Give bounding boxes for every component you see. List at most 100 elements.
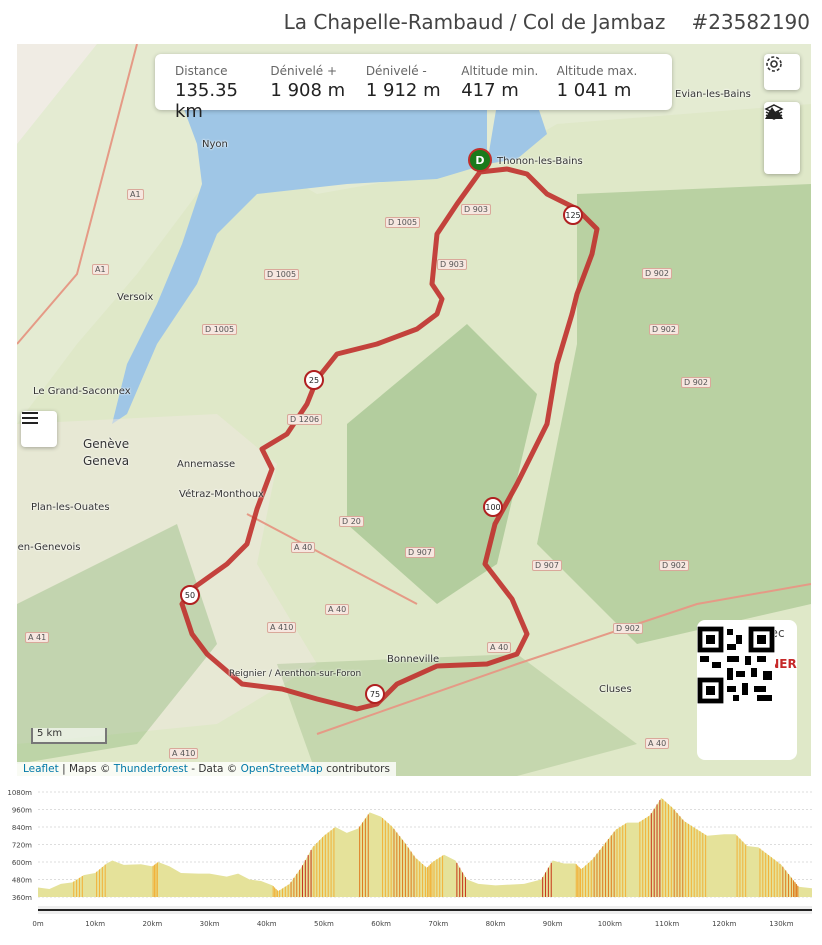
road-label: A1 [127,189,144,200]
x-tick-label: 30km [200,920,220,928]
qr-code [697,626,775,704]
km-marker: 100 [483,497,503,517]
stat-value: 417 m [461,80,519,101]
x-tick-label: 110km [655,920,679,928]
stat-value: 135.35 km [175,80,238,122]
y-tick-label: 600m [12,859,32,867]
attribution-text: contributors [326,763,390,775]
stat-altitude-max: Altitude max. 1 041 m [557,64,652,110]
y-tick-label: 480m [12,877,32,885]
place-label: Vétraz-Monthoux [179,489,264,500]
road-label: D 907 [532,560,562,571]
route-stats-panel: Distance 135.35 km Dénivelé + 1 908 m Déni… [155,54,672,122]
elevation-profile[interactable]: 360m 480m 600m 720m 840m 960m 1080m 0m 10km 20km 3… [0,782,822,945]
place-label: Annemasse [177,459,236,470]
place-label: Cluses [599,684,632,695]
km-marker: 75 [365,684,385,704]
road-label: D 907 [405,547,435,558]
x-tick-label: 100km [598,920,622,928]
x-tick-label: 40km [257,920,277,928]
place-label: Plan-les-Ouates [31,502,110,513]
road-label: D 903 [437,259,467,270]
road-label: D 902 [613,623,643,634]
stat-label: Altitude max. [556,64,638,78]
route-title: La Chapelle-Rambaud / Col de Jambaz [283,10,666,34]
road-label: D 1005 [202,324,238,335]
x-tick-label: 90km [543,920,563,928]
stat-altitude-min: Altitude min. 417 m [461,64,556,110]
y-tick-label: 960m [12,807,32,815]
x-tick-label: 50km [314,920,334,928]
km-marker: 50 [180,585,200,605]
place-label: Le Grand-Saconnex [33,386,131,397]
x-tick-label: 130km [769,920,793,928]
header: La Chapelle-Rambaud / Col de Jambaz #235… [0,10,810,40]
stat-value: 1 041 m [556,80,632,101]
road-label: D 1005 [385,217,421,228]
road-label: A1 [92,264,109,275]
x-tick-label: 10km [85,920,105,928]
map-background [17,44,811,776]
map-attribution: Leaflet | Maps © Thunderforest - Data © … [17,762,396,776]
road-label: D 902 [649,324,679,335]
mountain-icon[interactable] [764,102,784,122]
road-label: D 902 [681,377,711,388]
osm-link[interactable]: OpenStreetMap [240,763,323,775]
route-id: #23582190 [691,10,810,34]
y-tick-label: 720m [12,842,32,850]
stat-value: 1 912 m [365,80,441,101]
place-label: Thonon-les-Bains [497,156,583,167]
openrunner-badge[interactable]: Réalisé avec ◉ OPENRUNNER [697,620,797,760]
stat-label: Altitude min. [461,64,539,78]
menu-button[interactable] [21,411,57,447]
road-label: D 902 [642,268,672,279]
y-tick-label: 360m [12,894,32,902]
attribution-text: | Maps © [62,763,111,775]
stat-value: 1 908 m [270,80,346,101]
road-label: A 40 [645,738,670,749]
km-marker: 125 [563,205,583,225]
road-label: D 903 [461,204,491,215]
settings-button[interactable] [764,54,800,90]
x-tick-label: 60km [371,920,391,928]
place-label: Evian-les-Bains [675,89,751,100]
road-label: D 20 [339,516,364,527]
map-tools [764,102,800,174]
road-label: A 410 [169,748,199,759]
gear-icon [766,56,782,72]
place-label: Bonneville [387,654,440,665]
map[interactable]: Nyon Evian-les-Bains Thonon-les-Bains Ve… [17,44,811,776]
y-tick-label: 840m [12,824,32,832]
place-label: Reignier / Arenthon-sur-Foron [229,669,362,679]
road-label: A 40 [291,542,316,553]
elevation-area [38,797,812,897]
lake-geneva [112,104,487,424]
road-label: D 1206 [287,414,323,425]
thunderforest-link[interactable]: Thunderforest [113,763,188,775]
attribution-text: - Data © [191,763,238,775]
road-label: A 40 [487,642,512,653]
road-label: A 410 [267,622,297,633]
place-label: Genève [83,437,130,451]
road-label: A 41 [25,632,50,643]
stat-label: Dénivelé + [270,64,338,78]
place-label: Geneva [83,454,130,468]
hamburger-icon [22,412,38,424]
start-marker[interactable]: D [468,148,492,172]
stat-distance: Distance 135.35 km [175,64,270,122]
road-label: A 40 [325,604,350,615]
start-marker-label: D [475,153,485,167]
route-path [179,166,600,712]
scale-bar: 5 km [31,728,107,744]
road-label: D 1005 [264,269,300,280]
km-marker: 25 [304,370,324,390]
x-tick-label: 0m [32,920,43,928]
x-tick-label: 120km [712,920,736,928]
leaflet-link[interactable]: Leaflet [23,763,59,775]
place-label: Saint-Julien-en-Genevois [17,542,81,553]
road-label: D 902 [659,560,689,571]
stat-elevation-gain: Dénivelé + 1 908 m [270,64,365,110]
x-tick-label: 70km [428,920,448,928]
x-tick-label: 20km [142,920,162,928]
stat-label: Dénivelé - [365,64,427,78]
